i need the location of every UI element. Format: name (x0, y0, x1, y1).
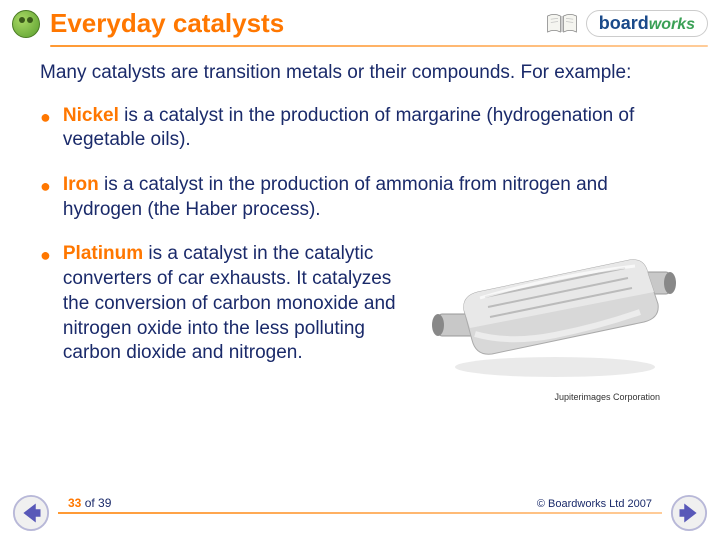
footer-divider: 33 of 39 © Boardworks Ltd 2007 (58, 512, 662, 514)
bullet-text: Iron is a catalyst in the production of … (63, 173, 680, 222)
prev-arrow-button[interactable] (12, 494, 50, 532)
bullet-text: Nickel is a catalyst in the production o… (63, 104, 680, 153)
catalytic-converter-image (430, 232, 680, 382)
catalyst-desc: is a catalyst in the production of ammon… (63, 174, 608, 220)
logo-text-board: board (599, 13, 649, 34)
catalytic-converter-figure: Jupiterimages Corporation (420, 232, 680, 403)
logo-text-works: works (649, 16, 695, 34)
intro-text: Many catalysts are transition metals or … (40, 61, 680, 86)
catalyst-name: Iron (63, 174, 99, 195)
catalyst-name: Nickel (63, 105, 119, 126)
bullet-item: ● Nickel is a catalyst in the production… (40, 104, 680, 153)
frog-icon (12, 10, 40, 38)
content-area: Many catalysts are transition metals or … (0, 47, 720, 404)
bullet-text: Platinum is a catalyst in the catalytic … (63, 242, 420, 365)
page-total: 39 (98, 496, 111, 510)
page-sep: of (81, 496, 98, 510)
bullet-marker: ● (40, 175, 51, 198)
bullet-item: ● Iron is a catalyst in the production o… (40, 173, 680, 222)
page-current: 33 (68, 496, 81, 510)
page-title: Everyday catalysts (50, 8, 546, 39)
bullet-marker: ● (40, 106, 51, 129)
copyright-text: © Boardworks Ltd 2007 (533, 498, 656, 510)
book-icon (546, 12, 578, 36)
footer: 33 of 39 © Boardworks Ltd 2007 (0, 494, 720, 532)
bullet-marker: ● (40, 244, 51, 267)
image-credit: Jupiterimages Corporation (420, 392, 680, 404)
page-number: 33 of 39 (64, 496, 115, 510)
next-arrow-button[interactable] (670, 494, 708, 532)
catalyst-desc: is a catalyst in the production of marga… (63, 105, 634, 151)
bullet-item: ● Platinum is a catalyst in the catalyti… (40, 242, 680, 403)
boardworks-logo: boardworks (586, 10, 708, 37)
catalyst-name: Platinum (63, 243, 143, 264)
header: Everyday catalysts boardworks (0, 0, 720, 43)
